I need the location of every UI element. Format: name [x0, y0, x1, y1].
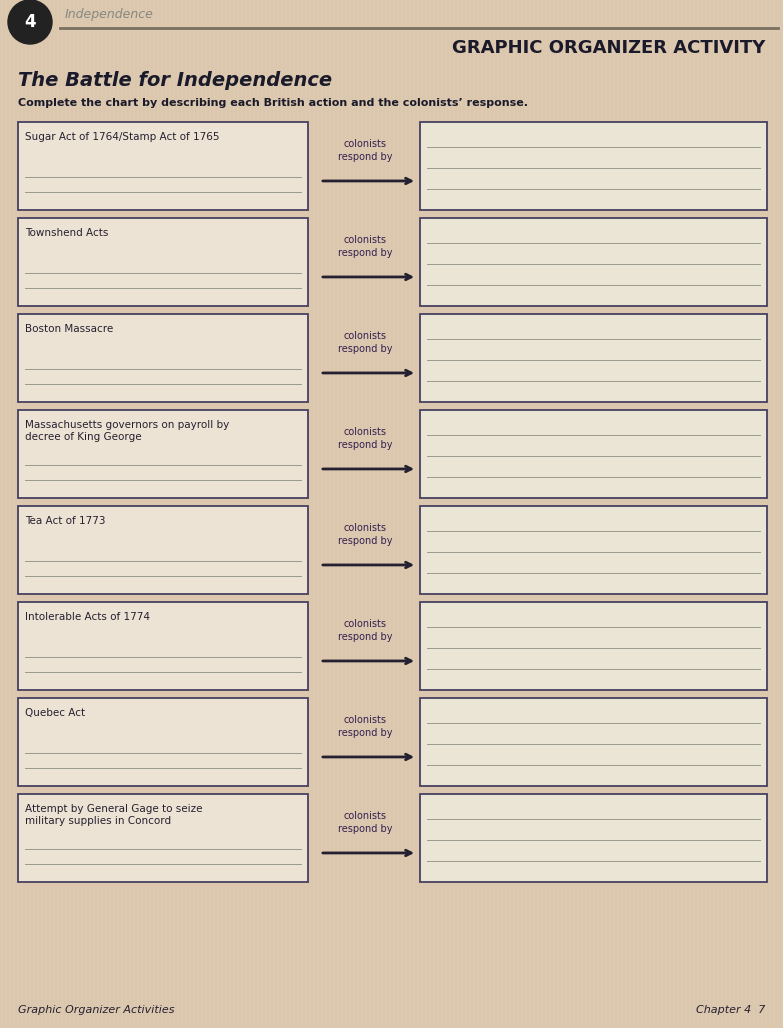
- Bar: [18, 122, 308, 210]
- Text: Quebec Act: Quebec Act: [25, 708, 85, 718]
- Bar: [420, 410, 767, 498]
- Bar: [420, 602, 767, 690]
- Bar: [420, 218, 767, 306]
- Text: Townshend Acts: Townshend Acts: [25, 228, 108, 238]
- Text: Independence: Independence: [65, 8, 154, 21]
- Text: Massachusetts governors on payroll by
decree of King George: Massachusetts governors on payroll by de…: [25, 420, 229, 442]
- Bar: [420, 506, 767, 594]
- Bar: [420, 122, 767, 210]
- Text: colonists
respond by: colonists respond by: [337, 234, 392, 258]
- Text: Tea Act of 1773: Tea Act of 1773: [25, 516, 106, 526]
- Text: Intolerable Acts of 1774: Intolerable Acts of 1774: [25, 612, 150, 622]
- Text: Boston Massacre: Boston Massacre: [25, 324, 114, 334]
- Text: colonists
respond by: colonists respond by: [337, 522, 392, 546]
- Text: colonists
respond by: colonists respond by: [337, 810, 392, 834]
- Bar: [18, 506, 308, 594]
- Bar: [420, 698, 767, 786]
- Bar: [18, 794, 308, 882]
- Bar: [18, 314, 308, 402]
- Text: GRAPHIC ORGANIZER ACTIVITY: GRAPHIC ORGANIZER ACTIVITY: [452, 39, 765, 57]
- Text: Chapter 4  7: Chapter 4 7: [695, 1005, 765, 1015]
- Bar: [18, 218, 308, 306]
- Circle shape: [8, 0, 52, 44]
- Text: The Battle for Independence: The Battle for Independence: [18, 71, 332, 89]
- Bar: [18, 698, 308, 786]
- Text: colonists
respond by: colonists respond by: [337, 619, 392, 641]
- Bar: [420, 314, 767, 402]
- Text: colonists
respond by: colonists respond by: [337, 139, 392, 161]
- Bar: [18, 602, 308, 690]
- Text: Attempt by General Gage to seize
military supplies in Concord: Attempt by General Gage to seize militar…: [25, 804, 203, 825]
- Bar: [18, 410, 308, 498]
- Text: colonists
respond by: colonists respond by: [337, 714, 392, 738]
- Text: Complete the chart by describing each British action and the colonists’ response: Complete the chart by describing each Br…: [18, 98, 528, 108]
- Text: Sugar Act of 1764/Stamp Act of 1765: Sugar Act of 1764/Stamp Act of 1765: [25, 132, 219, 142]
- Text: Graphic Organizer Activities: Graphic Organizer Activities: [18, 1005, 175, 1015]
- Text: colonists
respond by: colonists respond by: [337, 427, 392, 450]
- Text: 4: 4: [24, 13, 36, 31]
- Bar: [420, 794, 767, 882]
- Text: colonists
respond by: colonists respond by: [337, 331, 392, 354]
